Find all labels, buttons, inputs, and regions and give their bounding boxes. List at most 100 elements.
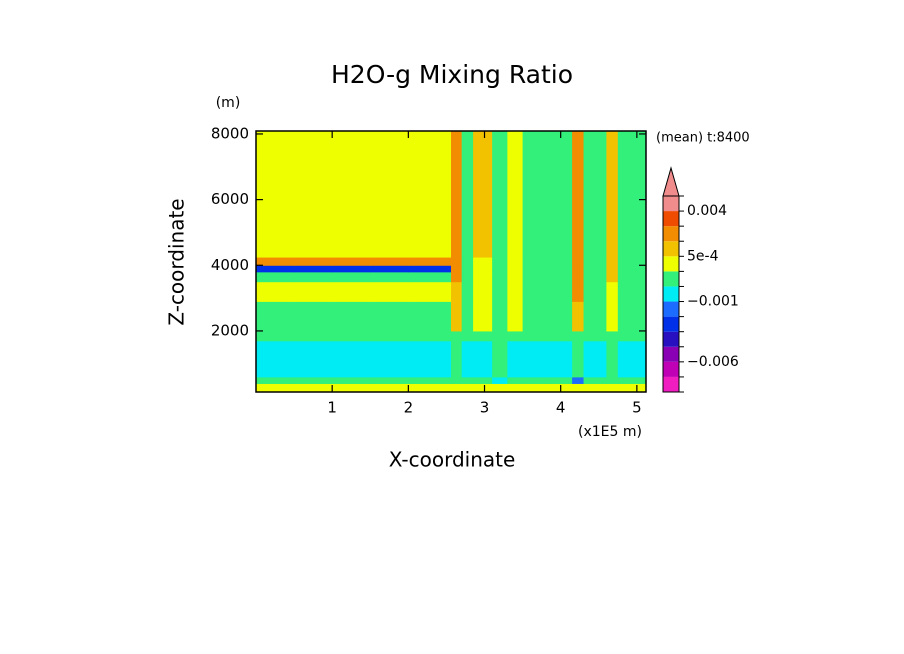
field-cell bbox=[256, 281, 295, 302]
x-unit: (x1E5 m) bbox=[578, 424, 642, 440]
field-cell bbox=[606, 131, 619, 258]
y-tick-label: 2000 bbox=[211, 321, 249, 339]
colorbar-segment bbox=[663, 271, 679, 287]
field-cell bbox=[408, 330, 452, 342]
field-cell bbox=[451, 376, 463, 384]
field-cell bbox=[294, 340, 333, 378]
x-tick-label: 3 bbox=[480, 399, 490, 417]
field-cell bbox=[370, 376, 409, 384]
field-cell bbox=[294, 257, 333, 266]
field-cell bbox=[606, 257, 619, 266]
x-tick-label: 4 bbox=[556, 399, 566, 417]
field-cell bbox=[461, 330, 474, 342]
field-cell bbox=[507, 376, 524, 384]
field-cell bbox=[256, 340, 295, 378]
field-cell bbox=[370, 330, 409, 342]
field-cell bbox=[492, 271, 508, 283]
field-cell bbox=[522, 383, 546, 393]
x-axis-label: X-coordinate bbox=[389, 448, 516, 472]
field-cell bbox=[408, 340, 452, 378]
field-cell bbox=[583, 383, 607, 393]
field-cell bbox=[256, 257, 295, 266]
field-cell bbox=[522, 265, 546, 273]
field-cell bbox=[461, 376, 474, 384]
field-cell bbox=[473, 271, 493, 283]
y-tick-label: 4000 bbox=[211, 256, 249, 274]
field-cell bbox=[408, 301, 452, 332]
field-cell bbox=[473, 376, 493, 384]
field-cell bbox=[583, 281, 607, 302]
colorbar-label: 0.004 bbox=[687, 203, 727, 219]
field-cell bbox=[473, 330, 493, 342]
field-cell bbox=[256, 330, 295, 342]
field-cell bbox=[473, 340, 493, 378]
field-cell bbox=[294, 265, 333, 273]
field-cell bbox=[256, 301, 295, 332]
field-cell bbox=[606, 281, 619, 302]
field-cell bbox=[545, 265, 573, 273]
field-cell bbox=[606, 271, 619, 283]
field-cell bbox=[507, 330, 524, 342]
field-cell bbox=[522, 301, 546, 332]
colorbar-label: −0.006 bbox=[687, 354, 739, 370]
field-cell bbox=[606, 265, 619, 273]
field-cell bbox=[294, 131, 333, 258]
field-cell bbox=[473, 257, 493, 266]
colorbar-label: −0.001 bbox=[687, 294, 739, 310]
field-cell bbox=[294, 383, 333, 393]
field-cell bbox=[572, 301, 585, 332]
colorbar-segment bbox=[663, 331, 679, 347]
field-cell bbox=[294, 376, 333, 384]
field-cell bbox=[545, 281, 573, 302]
field-cell bbox=[370, 265, 409, 273]
field-cell bbox=[256, 376, 295, 384]
field-cell bbox=[473, 301, 493, 332]
x-tick-label: 5 bbox=[632, 399, 642, 417]
field-cell bbox=[332, 376, 371, 384]
field-cell bbox=[492, 131, 508, 258]
field-cell bbox=[606, 330, 619, 342]
field-cell bbox=[492, 281, 508, 302]
field-cell bbox=[473, 281, 493, 302]
field-cell bbox=[572, 257, 585, 266]
field-cell bbox=[583, 131, 607, 258]
field-cell bbox=[522, 281, 546, 302]
field-cell bbox=[451, 271, 463, 283]
field-cell bbox=[545, 257, 573, 266]
field-cell bbox=[451, 383, 463, 393]
field-cell bbox=[408, 257, 452, 266]
field-cell bbox=[545, 131, 573, 258]
field-cell bbox=[332, 257, 371, 266]
field-cell bbox=[492, 257, 508, 266]
field-cell bbox=[473, 383, 493, 393]
field-cell bbox=[583, 330, 607, 342]
field-cell bbox=[583, 271, 607, 283]
field-cell bbox=[451, 301, 463, 332]
field-cell bbox=[294, 281, 333, 302]
field-cell bbox=[522, 271, 546, 283]
field-cell bbox=[294, 330, 333, 342]
field-cell bbox=[370, 340, 409, 378]
field-cell bbox=[617, 265, 647, 273]
field-cell bbox=[408, 271, 452, 283]
colorbar-segment bbox=[663, 211, 679, 227]
field-cell bbox=[583, 265, 607, 273]
field-cell bbox=[583, 340, 607, 378]
field-cell bbox=[617, 131, 647, 258]
field-cell bbox=[332, 383, 371, 393]
field-cell bbox=[256, 131, 295, 258]
field-cell bbox=[545, 301, 573, 332]
field-cell bbox=[617, 376, 647, 384]
field-cell bbox=[583, 257, 607, 266]
field-cell bbox=[461, 265, 474, 273]
field-cell bbox=[332, 330, 371, 342]
field-cell bbox=[545, 330, 573, 342]
field-cell bbox=[408, 131, 452, 258]
colorbar-segment bbox=[663, 241, 679, 257]
field-cell bbox=[408, 376, 452, 384]
y-axis-label: Z-coordinate bbox=[165, 198, 189, 325]
colorbar-segment bbox=[663, 286, 679, 302]
field-cell bbox=[545, 271, 573, 283]
field-cell bbox=[617, 301, 647, 332]
